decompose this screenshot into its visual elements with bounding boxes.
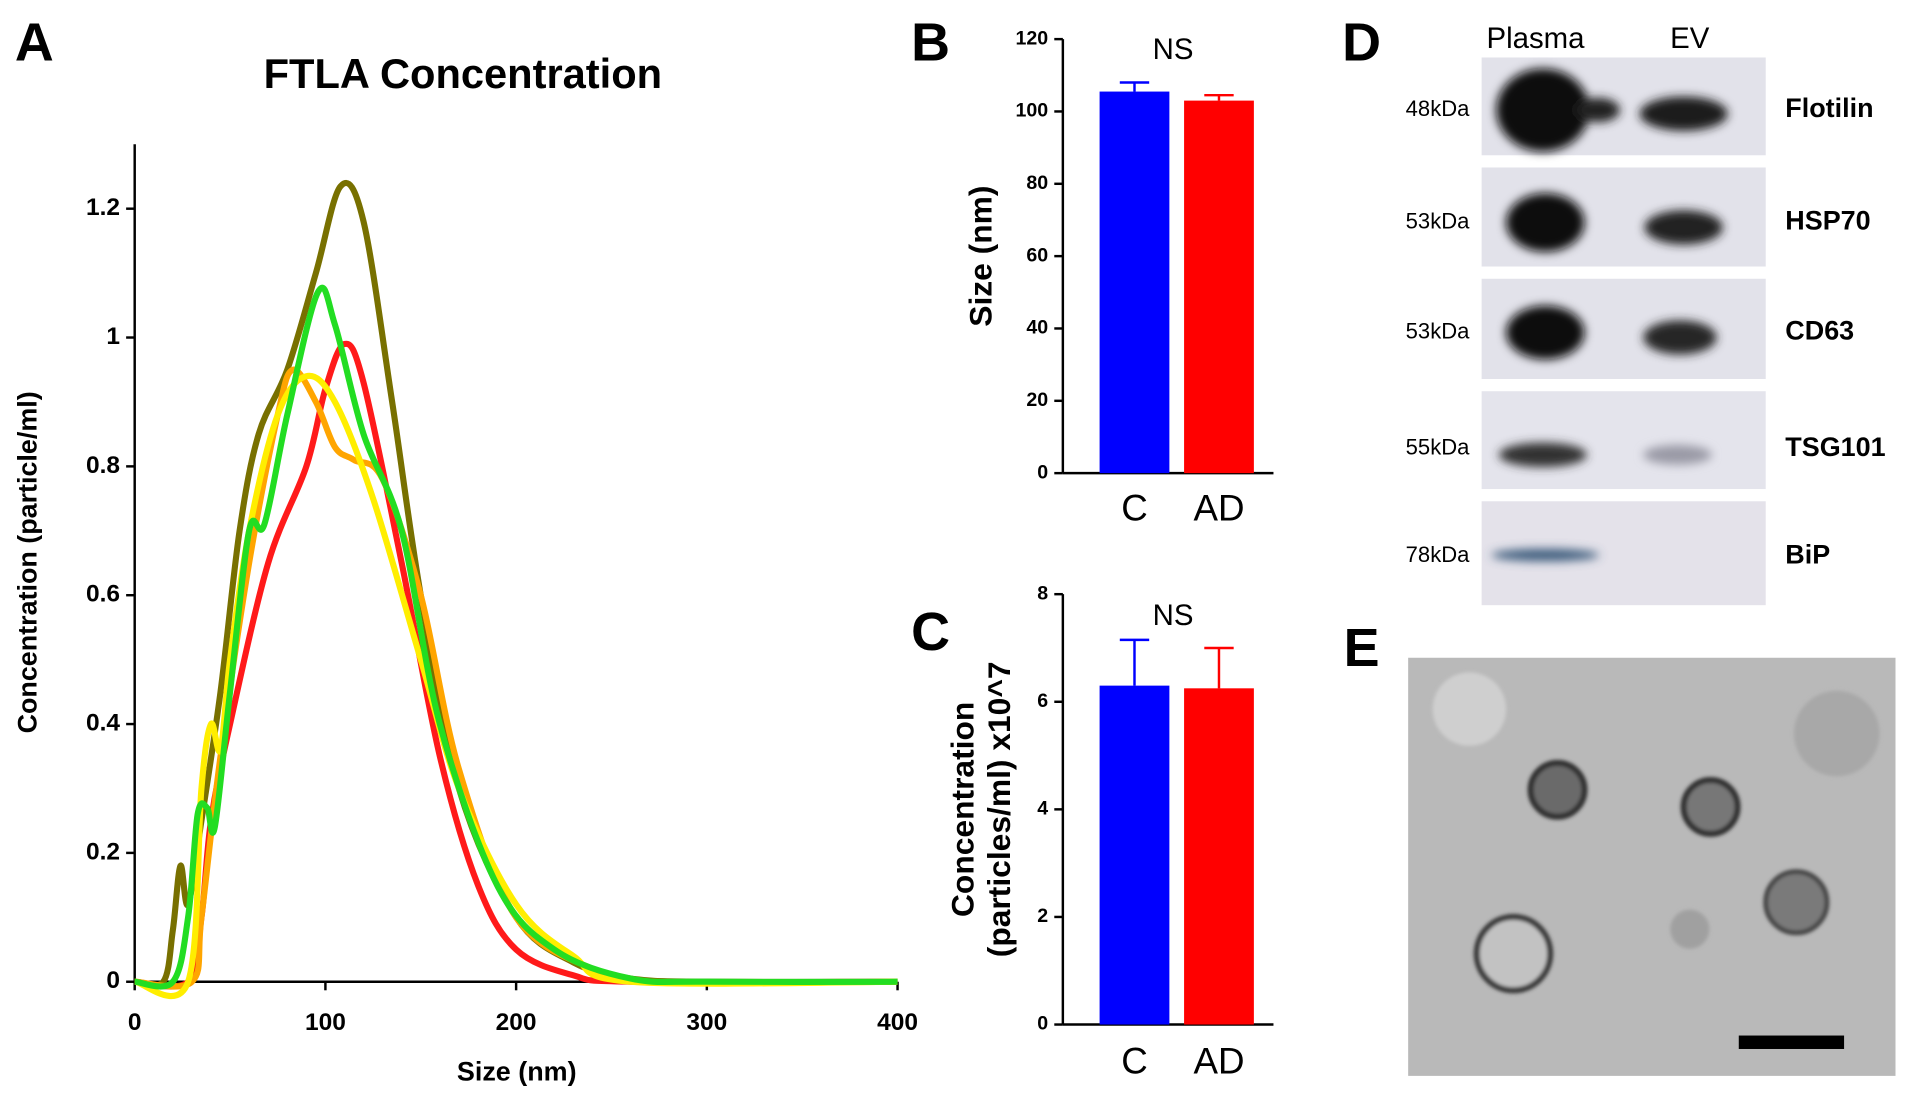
y-tick-label: 0 — [106, 967, 120, 994]
band — [1575, 97, 1620, 123]
y-tick-label: 80 — [1026, 172, 1048, 194]
error-bar — [1204, 93, 1234, 101]
protein-label: Flotilin — [1785, 93, 1873, 123]
y-tick-label: 0.8 — [86, 452, 120, 479]
y-tick-label: 40 — [1026, 317, 1048, 339]
error-bar — [1119, 638, 1150, 686]
y-tick-label: 4 — [1037, 798, 1048, 820]
micrograph: E — [1344, 618, 1896, 1076]
blot-rows: 48kDa Flotilin 53kDa HSP70 53kDa CD63 55kDa TSG… — [1406, 93, 1886, 569]
y-tick-label: 120 — [1015, 27, 1048, 49]
y-axis-label: Concentration — [944, 702, 980, 917]
molecular-weight: 53kDa — [1406, 208, 1470, 233]
chart-title: FTLA Concentration — [264, 50, 662, 97]
x-tick-label: C — [1121, 1040, 1148, 1081]
x-tick-label: 100 — [305, 1009, 346, 1036]
molecular-weight: 55kDa — [1406, 435, 1470, 460]
molecular-weight: 78kDa — [1406, 542, 1470, 567]
y-tick-label: 0 — [1037, 461, 1048, 483]
y-tick-label: 1 — [106, 323, 120, 350]
data-line — [134, 180, 898, 989]
error-bar — [1204, 646, 1234, 689]
column-label: EV — [1670, 22, 1710, 55]
x-tick-label: AD — [1193, 488, 1244, 529]
y-tick-label: 0.6 — [86, 581, 120, 608]
y-tick-label: 6 — [1037, 690, 1048, 712]
y-tick-label: 60 — [1026, 244, 1048, 266]
y-axis-label: Concentration (particle/ml) — [12, 391, 42, 733]
band — [1643, 445, 1712, 465]
band — [1639, 96, 1728, 131]
y-tick-label: 0.2 — [86, 838, 120, 865]
x-tick-label: C — [1121, 488, 1148, 529]
column-label: Plasma — [1487, 22, 1586, 55]
y-tick-label: 1.2 — [86, 194, 120, 221]
band — [1644, 210, 1723, 245]
protein-label: HSP70 — [1785, 206, 1870, 236]
data-line — [134, 284, 898, 990]
molecular-weight: 48kDa — [1406, 96, 1470, 121]
x-tick-label: 400 — [877, 1009, 918, 1036]
y-tick-label: 2 — [1037, 905, 1048, 927]
data-line — [133, 372, 898, 999]
panel-letter: C — [911, 602, 950, 662]
annotation: NS — [1153, 33, 1194, 66]
protein-label: CD63 — [1785, 316, 1854, 346]
panel-letter: A — [15, 13, 54, 73]
panel-letter: E — [1344, 618, 1380, 678]
x-tick-label: 300 — [686, 1009, 727, 1036]
error-bar — [1119, 81, 1150, 92]
protein-label: BiP — [1785, 539, 1830, 569]
band — [1506, 305, 1585, 360]
band — [1643, 320, 1717, 355]
protein-label: TSG101 — [1785, 432, 1885, 462]
y-tick-label: 8 — [1037, 582, 1048, 604]
bar — [1184, 100, 1254, 474]
y-tick-label: 100 — [1015, 100, 1048, 122]
band — [1496, 68, 1590, 152]
band — [1491, 548, 1600, 562]
molecular-weight: 53kDa — [1406, 318, 1470, 343]
band — [1506, 193, 1585, 252]
bar — [1099, 91, 1170, 474]
y-axis-label: (particles/ml) x10^7 — [981, 661, 1017, 957]
panel-letter: B — [911, 13, 950, 73]
blot: D Plasma EV 48kDa Flotilin 53kDa HSP70 53kDa… — [1342, 13, 1886, 606]
annotation: NS — [1153, 599, 1194, 632]
y-axis-label: Size (nm) — [963, 186, 999, 327]
data-line — [134, 340, 898, 990]
x-tick-label: 0 — [128, 1009, 142, 1036]
blot-strip — [1481, 391, 1766, 490]
x-axis-label: Size (nm) — [457, 1057, 577, 1087]
x-tick-label: 200 — [496, 1009, 537, 1036]
bar — [1099, 685, 1170, 1025]
y-tick-label: 20 — [1026, 389, 1048, 411]
y-tick-label: 0 — [1037, 1013, 1048, 1035]
band — [1498, 442, 1587, 468]
vesicles — [1432, 672, 1880, 994]
x-tick-label: AD — [1193, 1040, 1244, 1081]
bands — [1491, 68, 1728, 562]
bar — [1184, 688, 1254, 1025]
y-tick-label: 0.4 — [86, 710, 120, 737]
panel-letter: D — [1342, 13, 1381, 73]
scale-bar — [1738, 1035, 1845, 1049]
